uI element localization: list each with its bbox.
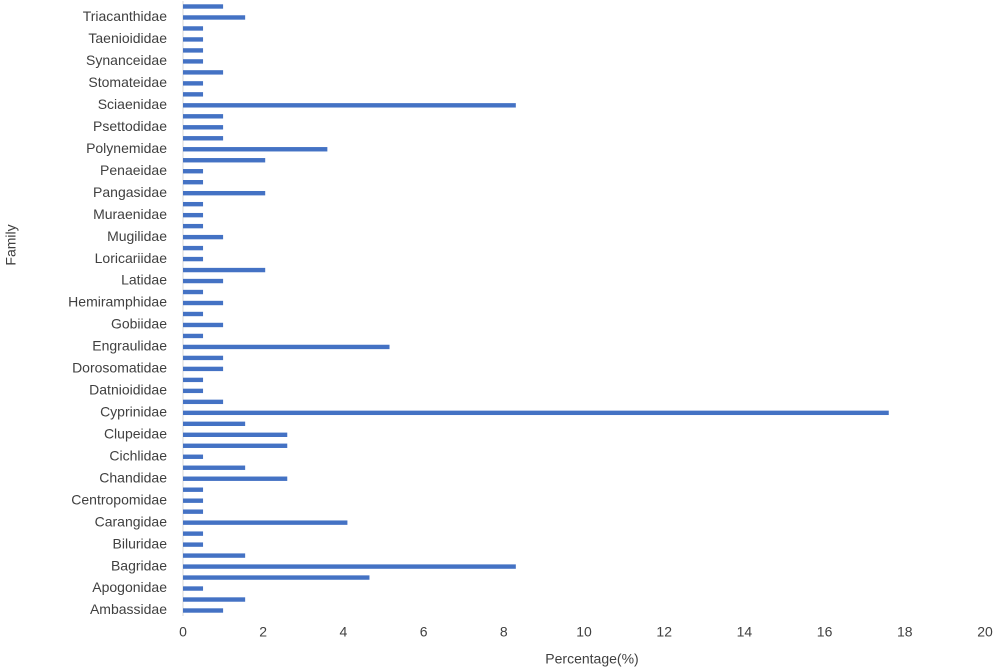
bar: [183, 190, 266, 196]
bar: [183, 333, 204, 339]
bar: [183, 344, 390, 350]
y-tick-label: Apogonidae: [92, 579, 167, 595]
y-tick-label: Engraulidae: [92, 338, 167, 354]
bar: [183, 542, 204, 547]
y-axis-label: Family: [3, 224, 19, 265]
bar: [183, 158, 266, 163]
y-tick-label: Loricariidae: [95, 250, 168, 266]
x-tick-label: 10: [576, 624, 592, 640]
bar: [183, 136, 224, 141]
bar: [183, 37, 204, 42]
bar: [183, 465, 246, 470]
y-tick-label: Synanceidae: [86, 52, 167, 68]
x-tick-label: 18: [897, 624, 913, 640]
bar: [183, 300, 224, 306]
y-tick-label: Ambassidae: [90, 601, 167, 617]
bar: [183, 48, 204, 53]
x-tick-label: 14: [737, 624, 753, 640]
y-tick-label: Dorosomatidae: [72, 360, 167, 376]
x-tick-label: 0: [179, 624, 187, 640]
bar: [183, 498, 204, 503]
bar: [183, 201, 204, 207]
y-tick-label: Chandidae: [99, 469, 167, 485]
bar: [183, 180, 204, 185]
y-tick-label: Psettodidae: [93, 118, 167, 134]
y-tick-label: Biluridae: [113, 535, 168, 551]
bar: [183, 311, 204, 317]
bar: [183, 147, 328, 152]
bar: [183, 59, 204, 64]
bar: [183, 234, 224, 240]
y-tick-label: Centropomidae: [71, 491, 167, 507]
y-tick-label: Clupeidae: [104, 425, 167, 441]
y-tick-label: Penaeidae: [100, 162, 167, 178]
bar: [183, 70, 224, 75]
bar: [183, 169, 204, 174]
bar: [183, 520, 348, 525]
bar: [183, 432, 288, 437]
bar: [183, 388, 204, 394]
y-tick-label: Mugilidae: [107, 228, 167, 244]
bar: [183, 289, 204, 295]
bar: [183, 278, 224, 284]
x-tick-label: 2: [259, 624, 267, 640]
bar: [183, 410, 889, 416]
x-tick-label: 12: [656, 624, 672, 640]
bar: [183, 487, 204, 492]
x-tick-label: 20: [977, 624, 993, 640]
y-tick-label: Gobiidae: [111, 316, 167, 332]
y-tick-label: Hemiramphidae: [68, 294, 167, 310]
y-tick-label: Cichlidae: [109, 447, 167, 463]
bar: [183, 531, 204, 536]
bar: [183, 608, 224, 613]
bar: [183, 597, 246, 602]
bar: [183, 564, 516, 569]
bar: [183, 443, 288, 448]
y-tick-label: Sciaenidae: [98, 96, 167, 112]
bar: [183, 586, 204, 591]
bar: [183, 256, 204, 262]
bar: [183, 245, 204, 251]
bar: [183, 421, 246, 427]
x-tick-label: 8: [500, 624, 508, 640]
bar: [183, 476, 288, 481]
bar: [183, 509, 204, 514]
bar: [183, 114, 224, 119]
y-tick-label: Stomateidae: [88, 74, 167, 90]
y-tick-label: Carangidae: [95, 513, 168, 529]
x-tick-label: 6: [420, 624, 428, 640]
x-axis-label: Percentage(%): [545, 651, 638, 667]
bar: [183, 267, 266, 273]
bar: [183, 377, 204, 383]
bar: [183, 103, 516, 108]
y-tick-label: Polynemidae: [86, 140, 167, 156]
bar: [183, 26, 204, 31]
bar: [183, 92, 204, 97]
bar: [183, 366, 224, 372]
x-tick-label: 16: [817, 624, 833, 640]
bar: [183, 212, 204, 218]
bar: [183, 125, 224, 130]
bar: [183, 553, 246, 558]
bar: [183, 399, 224, 405]
bar: [183, 223, 204, 229]
y-tick-label: Latidae: [121, 272, 167, 288]
bar: [183, 454, 204, 459]
bar: [183, 15, 246, 20]
y-tick-label: Taenioididae: [88, 30, 167, 46]
bar: [183, 322, 224, 328]
y-tick-label: Muraenidae: [93, 206, 167, 222]
y-tick-label: Pangasidae: [93, 184, 167, 200]
x-tick-label: 4: [340, 624, 348, 640]
y-tick-label: Datnioididae: [89, 382, 167, 398]
bar: [183, 355, 224, 361]
bar: [183, 575, 370, 580]
y-tick-label: Triacanthidae: [83, 8, 168, 24]
bar: [183, 81, 204, 86]
y-tick-label: Cyprinidae: [100, 404, 167, 420]
bar: [183, 4, 224, 9]
y-tick-label: Bagridae: [111, 557, 167, 573]
